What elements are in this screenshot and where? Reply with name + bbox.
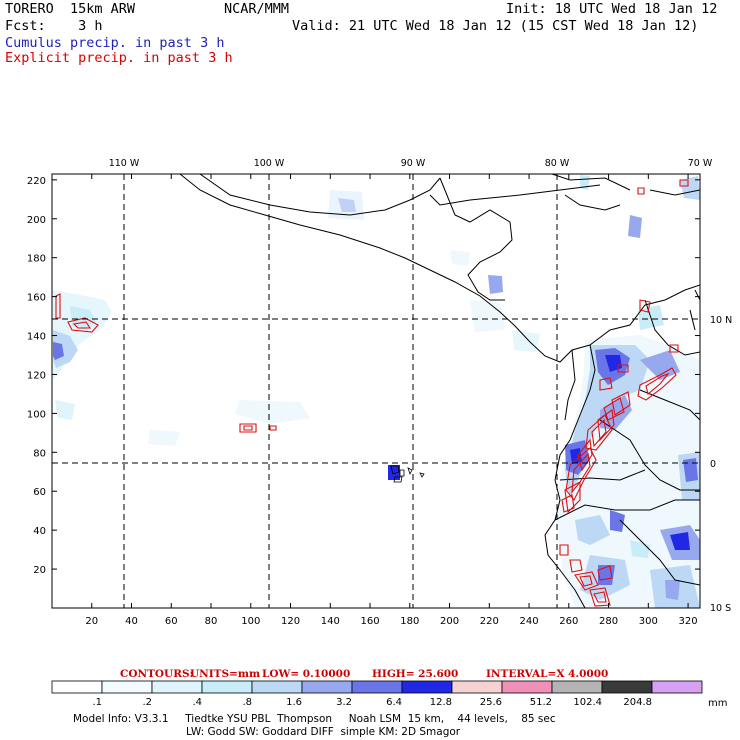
y-tick-label: 140 bbox=[27, 332, 46, 343]
x-tick-label: 100 bbox=[241, 616, 260, 627]
legend-swatch bbox=[201, 680, 253, 694]
lat-lon-grid bbox=[52, 174, 700, 608]
legend-label: 12.8 bbox=[430, 697, 452, 708]
legend-label: .4 bbox=[192, 697, 202, 708]
legend-label: .8 bbox=[242, 697, 252, 708]
legend-label: 6.4 bbox=[386, 697, 402, 708]
legend-label: 51.2 bbox=[530, 697, 552, 708]
x-tick-label: 160 bbox=[360, 616, 379, 627]
legend-swatch bbox=[551, 680, 603, 694]
y-tick-label: 20 bbox=[33, 565, 46, 576]
x-tick-label: 180 bbox=[400, 616, 419, 627]
lat-label-10s: 10 S bbox=[710, 603, 731, 614]
x-tick-label: 280 bbox=[599, 616, 618, 627]
model-info-line2: LW: Godd SW: Goddard DIFF simple KM: 2D … bbox=[186, 726, 461, 738]
legend-swatch bbox=[601, 680, 653, 694]
legend-swatch bbox=[401, 680, 453, 694]
y-tick-label: 220 bbox=[27, 176, 46, 187]
y-tick-label: 160 bbox=[27, 293, 46, 304]
init-time: Init: 18 UTC Wed 18 Jan 12 bbox=[506, 1, 718, 17]
map-frame bbox=[51, 173, 701, 609]
x-tick-label: 200 bbox=[440, 616, 459, 627]
x-tick-label: 140 bbox=[321, 616, 340, 627]
legend-label: 25.6 bbox=[480, 697, 502, 708]
x-tick-label: 220 bbox=[480, 616, 499, 627]
legend-swatch bbox=[351, 680, 403, 694]
legend-units: mm bbox=[708, 698, 727, 709]
legend-label: 204.8 bbox=[623, 697, 652, 708]
y-tick-label: 80 bbox=[33, 448, 46, 459]
legend-label: 102.4 bbox=[573, 697, 602, 708]
axis-ticks bbox=[52, 174, 700, 608]
legend-swatch bbox=[301, 680, 353, 694]
y-tick-label: 120 bbox=[27, 370, 46, 381]
contours-low: LOW= 0.10000 bbox=[262, 668, 350, 680]
explicit-precip-contours bbox=[55, 179, 689, 607]
lon-label-70w: 70 W bbox=[688, 158, 713, 169]
contours-high: HIGH= 25.600 bbox=[372, 668, 458, 680]
lon-label-100w: 100 W bbox=[254, 158, 285, 169]
valid-time: Valid: 21 UTC Wed 18 Jan 12 (15 CST Wed … bbox=[292, 18, 699, 34]
x-tick-label: 240 bbox=[520, 616, 539, 627]
legend-swatch bbox=[151, 680, 203, 694]
center-label: NCAR/MMM bbox=[224, 1, 290, 17]
y-tick-label: 100 bbox=[27, 409, 46, 420]
model-info-line1: Model Info: V3.3.1 Tiedtke YSU PBL Thomp… bbox=[73, 713, 556, 725]
lat-label-10n: 10 N bbox=[710, 315, 732, 326]
contours-interval: INTERVAL=X 4.0000 bbox=[486, 668, 608, 680]
legend-label: 3.2 bbox=[336, 697, 352, 708]
contours-units: UNITS=mm bbox=[190, 668, 260, 680]
legend-swatch bbox=[451, 680, 503, 694]
x-tick-label: 20 bbox=[85, 616, 98, 627]
lon-label-110w: 110 W bbox=[109, 158, 140, 169]
precip-legend: .1 .2 .4 .8 1.6 3.2 6.4 12.8 25.6 51.2 102.4 204.8 bbox=[51, 680, 703, 708]
legend-swatch bbox=[101, 680, 153, 694]
x-tick-label: 300 bbox=[639, 616, 658, 627]
x-tick-label: 320 bbox=[679, 616, 698, 627]
galapagos-islands bbox=[390, 465, 425, 483]
legend-swatch bbox=[501, 680, 553, 694]
x-tick-label: 80 bbox=[205, 616, 218, 627]
y-tick-label: 180 bbox=[27, 254, 46, 265]
contours-label: CONTOURS: bbox=[120, 668, 193, 680]
legend-swatch bbox=[51, 680, 103, 694]
legend-swatch bbox=[651, 680, 703, 694]
y-tick-label: 40 bbox=[33, 526, 46, 537]
field-explicit-label: Explicit precip. in past 3 h bbox=[5, 50, 233, 66]
lon-label-80w: 80 W bbox=[545, 158, 570, 169]
x-tick-label: 40 bbox=[125, 616, 138, 627]
y-tick-label: 60 bbox=[33, 487, 46, 498]
cumulus-precip-shading bbox=[53, 175, 700, 608]
lon-label-90w: 90 W bbox=[401, 158, 426, 169]
x-tick-label: 60 bbox=[165, 616, 178, 627]
model-title: TORERO 15km ARW bbox=[5, 1, 136, 17]
legend-label: .1 bbox=[92, 697, 102, 708]
legend-swatch bbox=[251, 680, 303, 694]
forecast-hour: Fcst: 3 h bbox=[5, 18, 103, 34]
lat-label-0: 0 bbox=[710, 459, 716, 470]
field-cumulus-label: Cumulus precip. in past 3 h bbox=[5, 35, 225, 51]
legend-label: .2 bbox=[142, 697, 152, 708]
x-tick-label: 260 bbox=[559, 616, 578, 627]
legend-label: 1.6 bbox=[286, 697, 302, 708]
y-tick-label: 200 bbox=[27, 215, 46, 226]
x-tick-label: 120 bbox=[281, 616, 300, 627]
